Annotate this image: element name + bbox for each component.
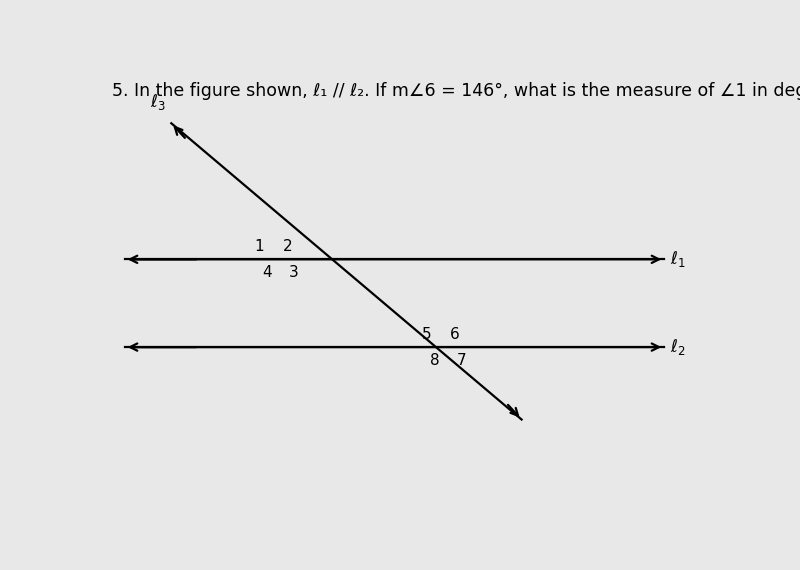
Text: 4: 4: [262, 265, 272, 280]
Text: $\ell_1$: $\ell_1$: [670, 249, 686, 269]
Text: 3: 3: [289, 265, 299, 280]
Text: 8: 8: [430, 353, 439, 368]
Text: 1: 1: [254, 239, 264, 254]
Text: 5: 5: [422, 327, 432, 341]
Text: 2: 2: [283, 239, 293, 254]
Text: 7: 7: [457, 353, 466, 368]
Text: 5. In the figure shown, ℓ₁ // ℓ₂. If m∠6 = 146°, what is the measure of ∠1 in de: 5. In the figure shown, ℓ₁ // ℓ₂. If m∠6…: [112, 82, 800, 100]
Text: $\ell_3$: $\ell_3$: [150, 92, 165, 112]
Text: 6: 6: [450, 327, 460, 341]
Text: $\ell_2$: $\ell_2$: [670, 337, 686, 357]
